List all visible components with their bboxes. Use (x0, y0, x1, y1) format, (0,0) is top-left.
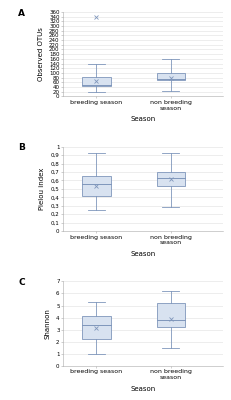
FancyBboxPatch shape (157, 74, 185, 80)
Text: C: C (18, 278, 25, 287)
Text: B: B (18, 143, 25, 152)
Y-axis label: Pielou index: Pielou index (39, 168, 45, 210)
X-axis label: Season: Season (130, 386, 155, 392)
Y-axis label: Shannon: Shannon (45, 308, 51, 339)
FancyBboxPatch shape (157, 172, 185, 186)
FancyBboxPatch shape (82, 316, 111, 339)
FancyBboxPatch shape (82, 176, 111, 196)
X-axis label: Season: Season (130, 116, 155, 122)
Y-axis label: Observed OTUs: Observed OTUs (38, 27, 44, 81)
Text: A: A (18, 8, 25, 18)
X-axis label: Season: Season (130, 251, 155, 257)
FancyBboxPatch shape (82, 77, 111, 86)
FancyBboxPatch shape (157, 303, 185, 327)
